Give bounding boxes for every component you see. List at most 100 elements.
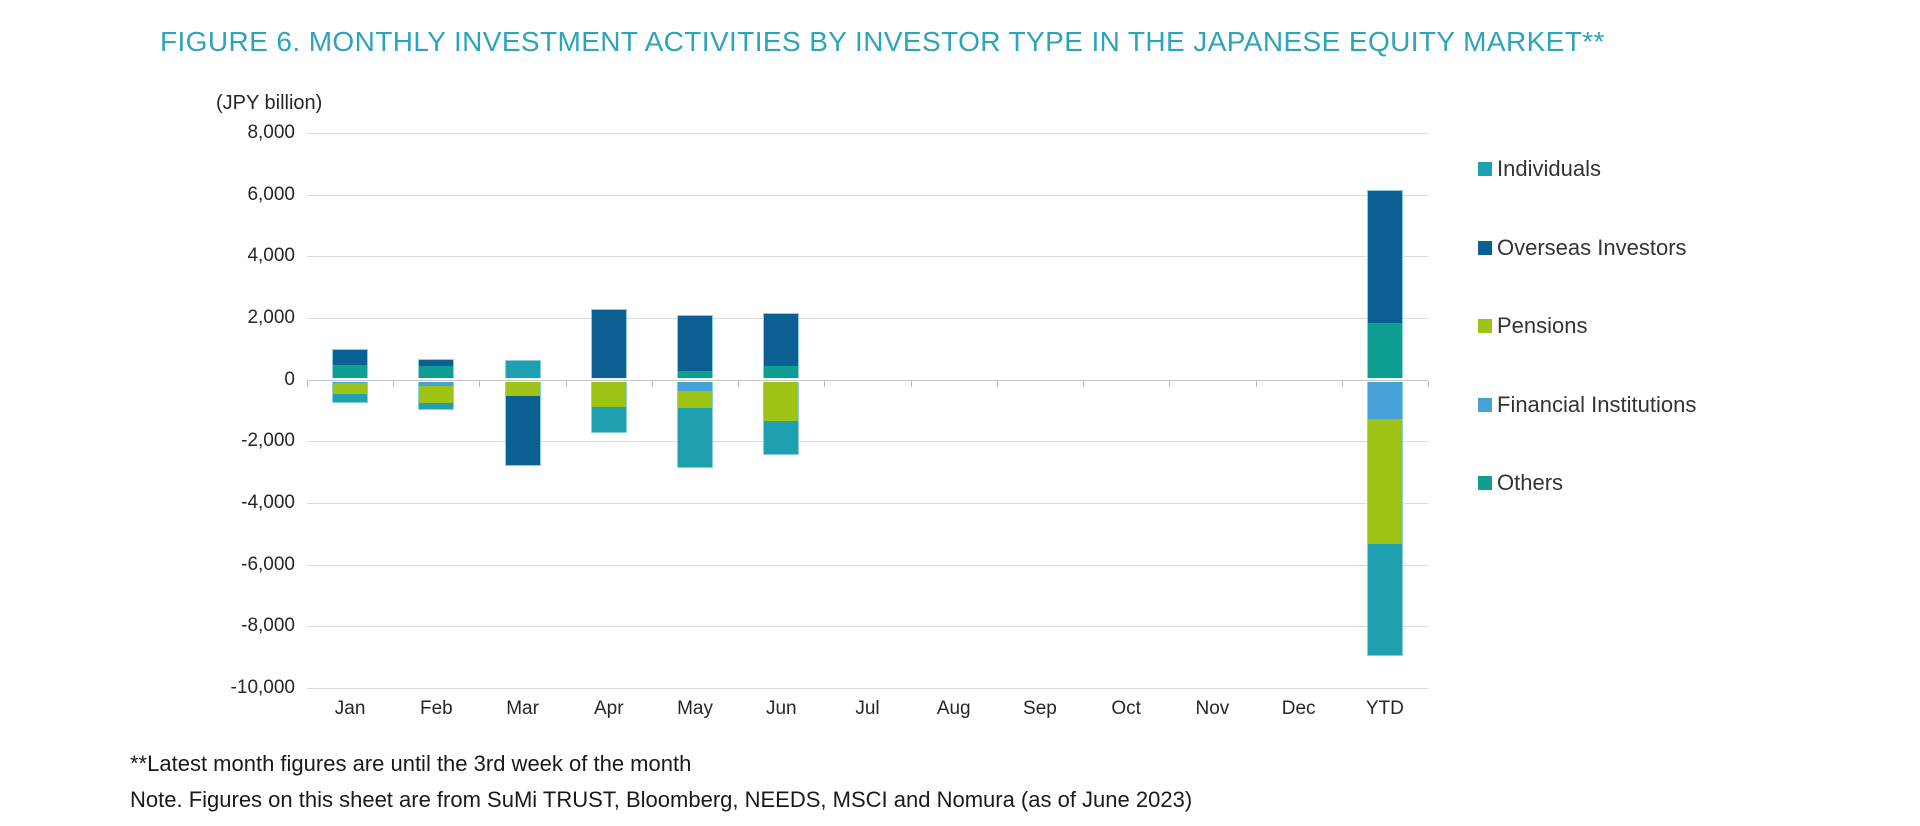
legend-swatch-others [1478, 476, 1492, 490]
bar-positive-stack-apr [590, 309, 627, 380]
x-axis-label-may: May [677, 698, 713, 719]
bar-segment-may-financial-institutions [678, 380, 713, 392]
bar-segment-jun-others [764, 365, 799, 379]
legend-swatch-pensions [1478, 319, 1492, 333]
bar-segment-feb-individuals [419, 403, 454, 409]
legend-item-individuals: Individuals [1478, 156, 1601, 182]
legend-item-others: Others [1478, 470, 1563, 496]
bar-segment-mar-overseas-investors [505, 396, 540, 465]
x-axis-tick [824, 380, 826, 387]
x-axis-label-aug: Aug [936, 698, 971, 719]
x-axis-tick [1255, 380, 1257, 387]
x-axis-tick [307, 380, 308, 387]
y-axis-tick-label: -2,000 [241, 430, 295, 452]
gridline [307, 626, 1428, 628]
x-axis-tick [910, 380, 912, 387]
bar-segment-jan-pensions [333, 382, 368, 395]
bar-segment-jan-others [333, 364, 368, 379]
footnote-latest-month: **Latest month figures are until the 3rd… [130, 751, 692, 776]
gridline [307, 194, 1428, 196]
legend-label: Others [1497, 470, 1564, 495]
x-axis-label-dec: Dec [1281, 698, 1316, 719]
bar-segment-jan-individuals [333, 394, 368, 403]
legend-swatch-financial-institutions [1478, 397, 1492, 412]
x-axis-tick [393, 380, 395, 387]
bar-segment-feb-overseas-investors [419, 360, 454, 366]
gridline [307, 503, 1428, 504]
x-axis-label-jan: Jan [334, 698, 366, 719]
bar-positive-stack-may [677, 314, 714, 380]
bar-segment-apr-overseas-investors [591, 310, 626, 379]
x-axis-label-apr: Apr [594, 698, 624, 719]
legend-label: Individuals [1497, 156, 1601, 181]
x-axis-tick [479, 380, 481, 387]
bar-segment-mar-pensions [505, 380, 540, 397]
bar-segment-ytd-individuals [1367, 544, 1402, 656]
x-axis-tick [1169, 380, 1171, 387]
bar-segment-jun-individuals [764, 421, 799, 455]
bar-segment-may-individuals [678, 407, 713, 467]
figure-title: FIGURE 6. MONTHLY INVESTMENT ACTIVITIES … [160, 26, 1605, 57]
bar-segment-feb-pensions [419, 385, 454, 404]
bar-segment-ytd-financial-institutions [1367, 380, 1402, 419]
bar-positive-stack-jan [332, 348, 369, 380]
y-axis-tick-label: -8,000 [241, 615, 295, 637]
bar-segment-may-overseas-investors [678, 315, 713, 371]
gridline [307, 256, 1428, 258]
bar-positive-stack-ytd [1366, 190, 1403, 380]
x-axis-tick [1341, 380, 1343, 387]
bar-segment-may-pensions [678, 391, 713, 408]
x-axis-label-oct: Oct [1111, 698, 1141, 719]
zero-axis-line [307, 379, 1428, 381]
bar-negative-stack-ytd [1366, 379, 1403, 657]
bar-segment-jun-pensions [764, 380, 799, 422]
y-axis-unit-label: (JPY billion) [216, 92, 323, 114]
bar-positive-stack-mar [504, 359, 541, 380]
x-axis-label-ytd: YTD [1365, 698, 1404, 719]
y-axis-tick-label: -10,000 [230, 677, 295, 698]
y-axis-tick-label: -6,000 [241, 553, 295, 575]
bar-segment-jun-overseas-investors [764, 314, 799, 366]
legend-label: Pensions [1497, 313, 1588, 338]
legend-label: Financial Institutions [1497, 391, 1697, 417]
bar-segment-apr-individuals [591, 407, 626, 432]
bar-negative-stack-may [677, 379, 714, 468]
y-axis-tick-label: 8,000 [247, 122, 295, 143]
gridline [307, 133, 1428, 134]
gridline [307, 564, 1428, 566]
bar-positive-stack-jun [763, 313, 800, 380]
x-axis-tick [1428, 380, 1429, 387]
bar-segment-ytd-others [1367, 322, 1402, 379]
bar-segment-may-others [678, 370, 713, 379]
legend-item-financial-institutions: Financial Institutions [1478, 392, 1696, 418]
bar-segment-jan-overseas-investors [333, 349, 368, 365]
bar-negative-stack-jan [332, 379, 369, 404]
gridline [307, 441, 1428, 443]
legend-item-overseas-investors: Overseas Investors [1478, 235, 1687, 261]
gridline [307, 688, 1428, 689]
y-axis-tick-label: 6,000 [247, 183, 295, 205]
x-axis-tick [1083, 380, 1085, 387]
bar-negative-stack-mar [504, 379, 541, 466]
legend-item-pensions: Pensions [1478, 313, 1588, 339]
x-axis-tick [996, 380, 998, 387]
legend-swatch-overseas-investors [1478, 240, 1492, 255]
bar-positive-stack-feb [418, 359, 455, 380]
bar-negative-stack-feb [418, 379, 455, 410]
bar-segment-ytd-pensions [1367, 418, 1402, 545]
y-axis-tick-label: -4,000 [241, 492, 295, 513]
bar-segment-feb-financial-institutions [419, 380, 454, 386]
y-axis-tick-label: 0 [284, 368, 295, 390]
bar-segment-mar-individuals [505, 360, 540, 379]
bar-segment-ytd-overseas-investors [1367, 191, 1402, 323]
x-axis-label-mar: Mar [506, 698, 539, 719]
gridline [307, 318, 1428, 319]
footnote-source-note: Note. Figures on this sheet are from SuM… [130, 787, 1193, 812]
x-axis-label-jul: Jul [855, 698, 880, 719]
y-axis-tick-label: 2,000 [247, 307, 295, 328]
x-axis-tick [651, 380, 653, 387]
bar-segment-apr-pensions [591, 380, 626, 408]
bar-negative-stack-apr [590, 379, 627, 433]
bar-negative-stack-jun [763, 379, 800, 456]
